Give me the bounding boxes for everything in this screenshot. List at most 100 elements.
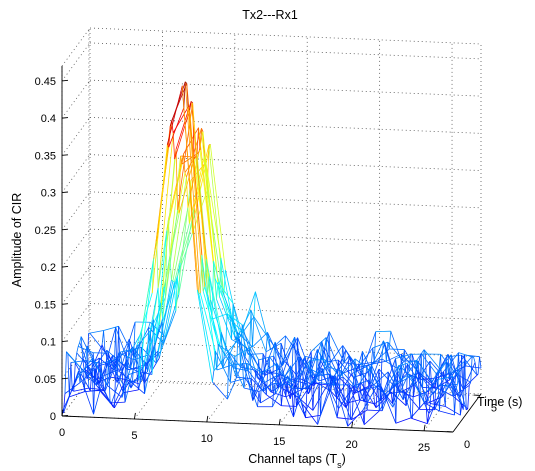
mesh-segment <box>190 101 207 260</box>
mesh-segment <box>144 324 160 394</box>
z-tick-mark <box>61 117 69 119</box>
mesh-segment <box>446 361 463 404</box>
mesh-segment <box>192 102 195 159</box>
y-tick-label: 5 <box>491 402 497 414</box>
mesh-segment <box>124 359 127 403</box>
mesh-segment <box>302 403 318 425</box>
mesh-segment <box>246 347 249 355</box>
mesh-segment <box>256 359 260 378</box>
mesh-segment <box>324 347 341 379</box>
mesh-segment <box>369 365 372 371</box>
mesh-segment <box>459 362 476 398</box>
mesh-segment <box>160 310 177 352</box>
mesh-segment <box>262 353 279 388</box>
mesh-segment <box>432 394 436 410</box>
z-tick-label: 0.1 <box>41 337 56 349</box>
mesh-segment <box>321 341 324 363</box>
mesh-segment <box>288 393 291 399</box>
mesh-segment <box>404 391 407 406</box>
mesh-segment <box>76 358 93 379</box>
mesh-segment <box>275 363 278 394</box>
mesh-segment <box>288 358 305 394</box>
mesh-segment <box>268 338 285 361</box>
mesh-segment <box>318 382 322 416</box>
mesh-segment <box>398 365 415 379</box>
mesh-segment <box>354 358 357 388</box>
mesh-segment <box>456 352 459 375</box>
mesh-segment <box>103 325 119 331</box>
mesh-segment <box>461 354 477 375</box>
mesh-segment <box>193 145 210 209</box>
mesh-segment <box>386 371 389 399</box>
mesh-segment <box>430 403 446 407</box>
mesh-segment <box>347 410 364 427</box>
mesh-segment <box>283 377 287 397</box>
y-tick-label: 0 <box>464 439 470 451</box>
mesh-segment <box>202 131 219 283</box>
mesh-segment <box>424 402 440 412</box>
mesh-segment <box>288 384 305 415</box>
mesh-segment <box>395 371 398 424</box>
mesh-segment <box>132 359 135 382</box>
z-tick-label: 0.4 <box>41 113 56 125</box>
mesh-segment <box>258 391 261 403</box>
mesh-segment <box>414 360 418 375</box>
mesh-segment <box>178 156 181 214</box>
mesh-segment <box>396 371 413 419</box>
mesh-segment <box>108 359 124 386</box>
mesh-segment <box>155 280 172 364</box>
mesh-segment <box>153 219 169 320</box>
mesh-segment <box>357 385 374 393</box>
mesh-segment <box>112 406 115 409</box>
mesh-segment <box>285 381 288 397</box>
mesh-segment <box>332 375 349 427</box>
mesh-segment <box>317 382 320 425</box>
mesh-segment <box>169 255 172 281</box>
mesh-segment <box>198 293 215 371</box>
mesh-segment <box>320 375 337 416</box>
mesh-segment <box>470 356 473 383</box>
mesh-segment <box>291 343 294 380</box>
mesh-segment <box>437 375 454 380</box>
x-tick-mark <box>351 421 354 428</box>
mesh-segment <box>408 373 412 418</box>
x-tick-mark <box>278 418 281 425</box>
mesh-segment <box>395 417 411 424</box>
mesh-segment <box>425 400 428 424</box>
mesh-segment <box>353 358 356 386</box>
mesh-segment <box>154 346 157 364</box>
mesh-segment <box>371 360 387 365</box>
mesh-segment <box>394 373 410 385</box>
grid-line-back-z <box>89 42 482 60</box>
mesh-segment <box>368 370 371 381</box>
mesh-segment <box>173 282 177 311</box>
mesh-segment <box>381 340 384 359</box>
x-tick-label: 5 <box>131 430 137 442</box>
mesh-segment <box>144 361 147 394</box>
mesh-segment <box>279 336 296 369</box>
mesh-segment <box>67 354 70 397</box>
grid-line-left-z <box>61 42 91 82</box>
mesh-segment <box>303 356 306 359</box>
mesh-segment <box>189 101 192 111</box>
mesh-segment <box>321 341 338 399</box>
mesh-segment <box>334 384 350 386</box>
mesh-segment <box>234 347 251 357</box>
mesh-segment <box>91 358 94 415</box>
mesh-segment <box>222 290 238 333</box>
mesh-segment <box>181 85 198 290</box>
mesh-segment <box>170 177 187 281</box>
mesh-segment <box>142 369 145 394</box>
mesh-segment <box>360 351 363 383</box>
mesh-segment <box>243 332 246 358</box>
mesh-segment <box>106 349 123 364</box>
z-tick-mark <box>61 414 69 417</box>
mesh-segment <box>479 356 482 369</box>
mesh-segment <box>196 289 213 382</box>
mesh-segment <box>426 385 443 424</box>
mesh-segment <box>227 353 230 400</box>
mesh-segment <box>416 359 433 382</box>
z-tick-label: 0.2 <box>41 262 56 274</box>
mesh-segment <box>266 394 282 407</box>
